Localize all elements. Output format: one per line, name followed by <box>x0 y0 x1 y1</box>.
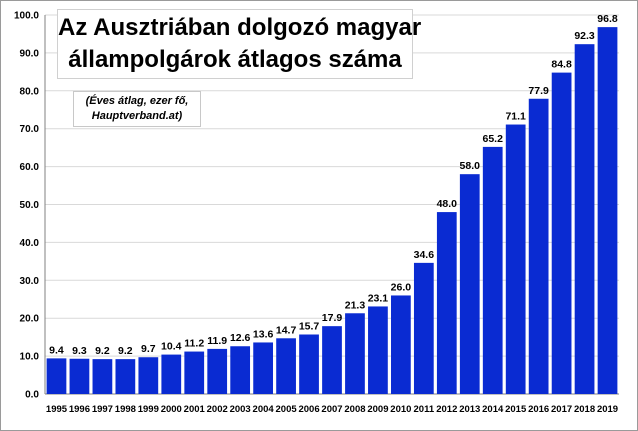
data-label-2010: 26.0 <box>391 281 412 293</box>
bar-1995 <box>46 358 67 394</box>
x-tick-label-2006: 2006 <box>298 404 319 415</box>
data-label-1996: 9.3 <box>72 345 87 357</box>
x-tick-label-2011: 2011 <box>414 404 435 415</box>
data-label-2019: 96.8 <box>597 13 618 25</box>
y-tick-label: 100.0 <box>14 11 39 22</box>
bar-2002 <box>207 348 228 394</box>
chart-title-line-1: Az Ausztriában dolgozó magyar <box>58 14 422 41</box>
x-tick-label-1999: 1999 <box>138 404 159 415</box>
bar-2015 <box>505 124 526 394</box>
x-tick-label-2014: 2014 <box>482 404 504 415</box>
y-tick-label: 90.0 <box>20 48 40 59</box>
data-label-2018: 92.3 <box>574 30 595 42</box>
bar-2019 <box>597 27 618 395</box>
bar-2009 <box>368 306 388 394</box>
x-tick-label-2007: 2007 <box>321 404 342 415</box>
bar-2003 <box>230 346 251 394</box>
x-tick-label-2009: 2009 <box>367 404 388 415</box>
x-tick-label-2010: 2010 <box>390 404 411 415</box>
y-tick-label: 20.0 <box>20 314 40 325</box>
y-tick-label: 50.0 <box>20 200 40 211</box>
bars <box>46 27 618 395</box>
y-tick-label: 70.0 <box>20 124 40 135</box>
y-tick-label: 80.0 <box>20 86 40 97</box>
data-label-2012: 48.0 <box>437 198 458 210</box>
data-label-2002: 11.9 <box>207 335 227 347</box>
x-tick-label-2001: 2001 <box>184 404 206 415</box>
x-tick-label-2000: 2000 <box>161 404 182 415</box>
bar-2010 <box>391 295 411 394</box>
x-tick-label-2003: 2003 <box>230 404 251 415</box>
bar-2017 <box>551 72 572 394</box>
bar-2004 <box>253 342 273 394</box>
x-tick-label-1995: 1995 <box>46 404 68 415</box>
data-label-2009: 23.1 <box>368 292 389 304</box>
data-label-1999: 9.7 <box>141 343 156 355</box>
data-label-2005: 14.7 <box>276 324 297 336</box>
bar-1999 <box>138 357 159 394</box>
data-label-2006: 15.7 <box>299 320 320 332</box>
x-tick-label-2019: 2019 <box>597 404 618 415</box>
bar-2000 <box>161 354 182 394</box>
data-label-2015: 71.1 <box>505 111 526 123</box>
bar-2011 <box>413 262 434 394</box>
bar-2008 <box>345 313 365 394</box>
chart-subtitle: (Éves átlag, ezer fő, Hauptverband.at) <box>73 91 201 127</box>
chart-subtitle-line-1: (Éves átlag, ezer fő, <box>85 95 189 107</box>
y-tick-label: 0.0 <box>25 390 39 401</box>
x-tick-label-1998: 1998 <box>115 404 136 415</box>
bar-2001 <box>184 351 205 394</box>
data-labels: 9.4 9.3 9.2 9.2 9.7 10.4 11.2 11.9 12.6 13.6 14.7 1… <box>49 13 618 357</box>
data-label-2003: 12.6 <box>230 332 251 344</box>
data-label-1997: 9.2 <box>95 345 110 357</box>
bar-1998 <box>115 359 136 394</box>
x-tick-label-2004: 2004 <box>253 404 275 415</box>
x-tick-label-2017: 2017 <box>551 404 572 415</box>
x-tick-label-2016: 2016 <box>528 404 549 415</box>
data-label-2000: 10.4 <box>161 341 182 353</box>
data-label-2007: 17.9 <box>322 312 343 324</box>
bar-2018 <box>574 44 595 395</box>
x-tick-label-2005: 2005 <box>276 404 298 415</box>
y-tick-label: 10.0 <box>20 352 40 363</box>
x-tick-labels: 1995 1996 1997 1998 1999 2000 2001 2002 2003 2004… <box>46 404 618 415</box>
x-tick-label-2013: 2013 <box>459 404 480 415</box>
bar-2012 <box>436 212 457 394</box>
bar-2005 <box>276 338 296 394</box>
bar-1997 <box>92 359 113 394</box>
data-label-1998: 9.2 <box>118 345 133 357</box>
data-label-2011: 34.6 <box>414 249 435 261</box>
chart-title: Az Ausztriában dolgozó magyar állampolgá… <box>57 9 422 79</box>
y-tick-label: 60.0 <box>20 162 40 173</box>
x-tick-label-2015: 2015 <box>505 404 527 415</box>
bar-1996 <box>69 358 90 394</box>
data-label-2008: 21.3 <box>345 299 366 311</box>
data-label-2013: 58.0 <box>460 160 481 172</box>
y-tick-label: 30.0 <box>20 276 40 287</box>
x-tick-label-1997: 1997 <box>92 404 113 415</box>
bar-2014 <box>482 146 503 394</box>
bar-2007 <box>322 326 342 394</box>
y-tick-label: 40.0 <box>20 238 40 249</box>
y-tick-labels: 0.0 10.0 20.0 30.0 40.0 50.0 60.0 70.0 80.0 90.0 1… <box>14 11 39 401</box>
data-label-2004: 13.6 <box>253 328 274 340</box>
data-label-2014: 65.2 <box>483 133 504 145</box>
chart-subtitle-line-2: Hauptverband.at) <box>91 110 183 122</box>
x-tick-label-2018: 2018 <box>574 404 595 415</box>
bar-2016 <box>528 98 549 394</box>
x-tick-label-1996: 1996 <box>69 404 90 415</box>
chart-title-line-2: állampolgárok átlagos száma <box>68 46 402 73</box>
x-tick-label-2002: 2002 <box>207 404 228 415</box>
bar-2006 <box>299 334 319 394</box>
x-tick-label-2008: 2008 <box>344 404 365 415</box>
data-label-2001: 11.2 <box>184 338 204 350</box>
bar-2013 <box>459 174 480 394</box>
data-label-2017: 84.8 <box>551 59 572 71</box>
x-tick-label-2012: 2012 <box>436 404 457 415</box>
data-label-2016: 77.9 <box>528 85 549 97</box>
data-label-1995: 9.4 <box>49 344 64 356</box>
